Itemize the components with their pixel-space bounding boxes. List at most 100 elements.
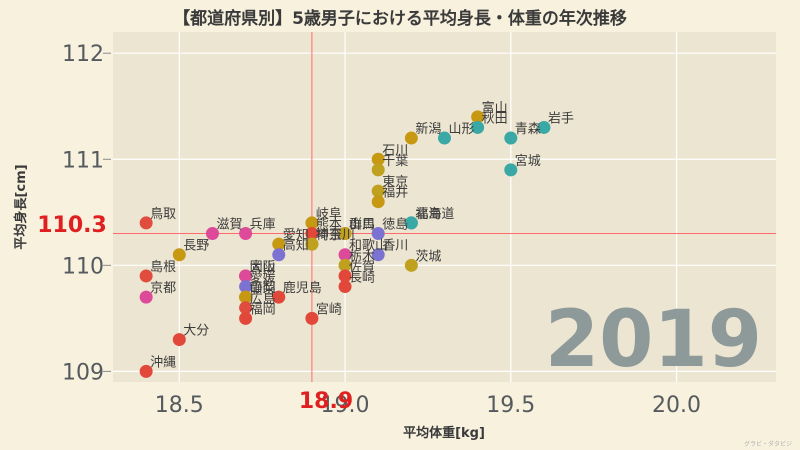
point-label: 福島 (415, 207, 441, 222)
point-label: 宮崎 (316, 301, 342, 317)
point-label: 石川 (382, 143, 408, 158)
data-point (305, 311, 319, 325)
point-label: 広島 (250, 292, 276, 307)
data-point (404, 216, 418, 230)
reference-x-label: 18.9 (299, 389, 353, 414)
data-point (371, 227, 385, 241)
data-point (272, 237, 286, 251)
data-point (139, 364, 153, 378)
data-point (305, 227, 319, 241)
point-label: 和歌山 (349, 239, 388, 254)
point-label: 香川 (382, 239, 408, 254)
data-point (239, 290, 253, 304)
chart-title: 【都道府県別】5歳男子における平均身長・体重の年次推移 (173, 8, 627, 29)
data-point (371, 163, 385, 177)
x-tick-label: 20.0 (652, 393, 701, 418)
data-point (272, 248, 286, 262)
y-tick-label: 111 (62, 148, 104, 173)
data-point (239, 301, 253, 315)
point-label: 徳島 (382, 218, 408, 233)
point-label: 愛媛 (250, 271, 276, 286)
y-tick-label: 109 (62, 360, 104, 385)
data-point (239, 280, 253, 294)
year-watermark: 2019 (545, 295, 762, 385)
point-label: 大分 (183, 324, 209, 339)
point-label: 埼玉 (316, 228, 342, 243)
point-label: 岩手 (548, 111, 574, 126)
point-label: 高知 (283, 238, 309, 254)
point-label: 福井 (382, 186, 408, 201)
point-label: 宮城 (515, 153, 541, 169)
point-label: 千葉 (382, 154, 408, 169)
point-label: 新潟 (415, 121, 441, 137)
data-point (305, 216, 319, 230)
point-label: 群馬 (349, 218, 375, 233)
y-tick-labels: 109 110 111 112 (62, 42, 104, 385)
data-point (404, 131, 418, 145)
point-label: 愛知 (283, 227, 309, 243)
data-point (471, 120, 485, 134)
x-tick-label: 19.0 (321, 393, 370, 418)
data-point (338, 258, 352, 272)
point-label: 北海道 (415, 207, 454, 222)
point-label: 福岡 (250, 302, 276, 317)
point-label: 岡山 (250, 260, 276, 275)
point-label: 京都 (150, 281, 176, 296)
credit-text: グラビ・ダタビジ (744, 440, 792, 448)
point-label: 島根 (150, 260, 176, 275)
point-label: 山梨 (250, 281, 276, 296)
data-point (239, 311, 253, 325)
point-label: 茨城 (415, 249, 441, 264)
point-label: 長野 (183, 239, 209, 254)
point-label: 静岡 (250, 281, 276, 296)
data-point (172, 333, 186, 347)
data-point (139, 290, 153, 304)
data-point (338, 248, 352, 262)
x-tick-labels: 18.5 19.0 19.5 20.0 (155, 393, 701, 418)
reference-y-label: 110.3 (37, 213, 107, 238)
data-point (338, 269, 352, 283)
point-label: 滋賀 (216, 218, 242, 233)
data-points (139, 110, 551, 378)
point-label: 兵庫 (250, 218, 276, 233)
data-point (371, 184, 385, 198)
point-label: 鹿児島 (283, 280, 322, 296)
y-tick-label: 112 (62, 42, 104, 67)
data-point (471, 110, 485, 124)
data-point (172, 248, 186, 262)
data-point (404, 258, 418, 272)
point-label: 熊本 (316, 217, 342, 233)
x-axis-title: 平均体重[kg] (403, 425, 485, 441)
data-point (504, 163, 518, 177)
point-label: 長崎 (349, 271, 375, 286)
data-point (371, 152, 385, 166)
point-label: 鳥取 (150, 207, 176, 222)
point-label: 栃木 (349, 249, 375, 264)
data-point (338, 227, 352, 241)
data-point (371, 248, 385, 262)
point-label: 岐阜 (316, 206, 342, 222)
data-point (504, 131, 518, 145)
plot-area (113, 32, 776, 382)
data-point (239, 269, 253, 283)
x-tick-label: 18.5 (155, 393, 204, 418)
data-point (338, 280, 352, 294)
data-point (537, 120, 551, 134)
grid (103, 32, 776, 382)
data-point (272, 290, 286, 304)
data-point (371, 195, 385, 209)
point-label: 佐賀 (349, 260, 375, 275)
point-label: 山口 (349, 218, 375, 233)
data-point (239, 227, 253, 241)
point-label: 沖縄 (150, 355, 176, 370)
point-label: 富山 (482, 100, 508, 116)
point-label: 大阪 (250, 260, 276, 275)
data-point (205, 227, 219, 241)
data-point (139, 269, 153, 283)
point-label: 秋田 (482, 111, 508, 126)
data-point (438, 131, 451, 145)
point-label: 山形 (449, 122, 475, 137)
data-point (139, 216, 153, 230)
